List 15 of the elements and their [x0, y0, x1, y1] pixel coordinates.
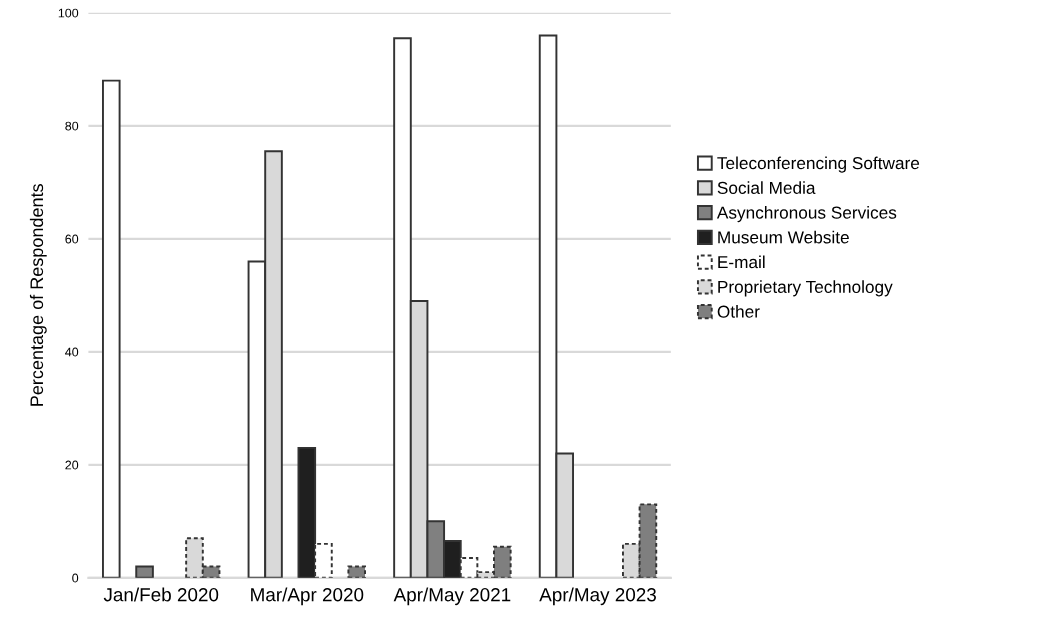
x-tick-label: Jan/Feb 2020 [103, 587, 219, 602]
legend-label: Proprietary Technology [718, 280, 893, 297]
legend-label: Teleconferencing Software [717, 156, 920, 173]
legend-label: E-mail [718, 255, 765, 269]
legend-label: Asynchronous Services [716, 206, 897, 223]
x-tick-label: Apr/May 2023 [539, 587, 656, 606]
x-tick-label: Apr/May 2021 [393, 587, 511, 606]
legend-label: Other [717, 305, 760, 318]
y-axis-title: Percentage of Respondents [29, 184, 47, 406]
bar [101, 79, 121, 578]
legend-label: Museum Website [718, 230, 849, 244]
bar [135, 565, 154, 578]
legend-label: Social Media [717, 181, 816, 194]
x-tick-label: Mar/Apr 2020 [251, 587, 364, 606]
bar [347, 565, 367, 578]
